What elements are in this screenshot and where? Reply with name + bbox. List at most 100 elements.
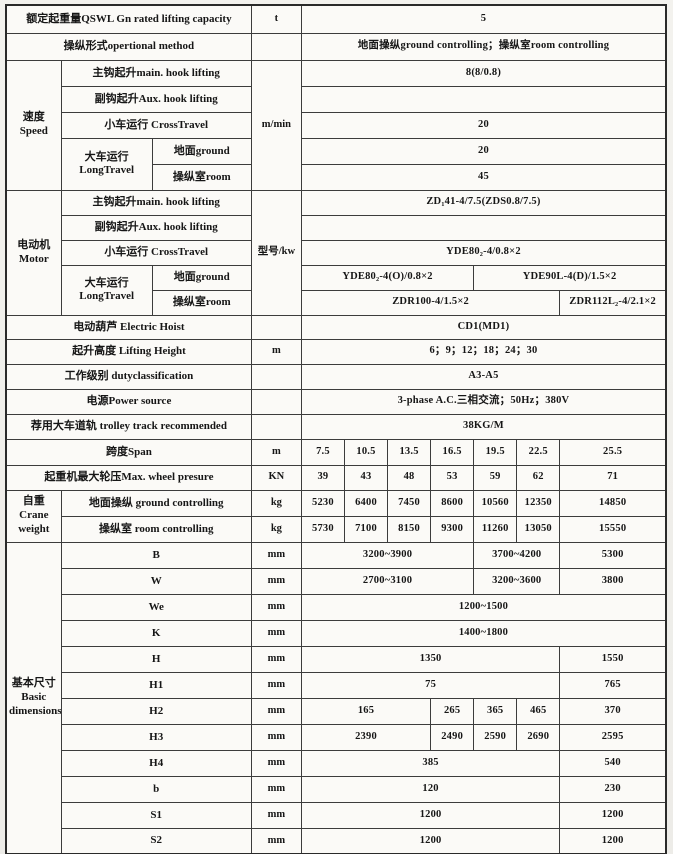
value-cell: 14850 bbox=[559, 489, 667, 517]
row-label-cell: 操纵室 room controlling bbox=[60, 515, 252, 543]
value-cell: 19.5 bbox=[473, 438, 518, 466]
row-label-cell: S1 bbox=[60, 801, 252, 829]
row-label-cell: 额定起重量QSWL Gn rated lifting capacity bbox=[5, 4, 252, 34]
value-cell: 120 bbox=[300, 775, 561, 803]
table-row: b mm 120 230 bbox=[6, 775, 667, 803]
spec-table-body: 额定起重量QSWL Gn rated lifting capacity t 5 操纵形… bbox=[5, 4, 667, 854]
unit-cell: mm bbox=[250, 645, 302, 673]
table-row: 小车运行 CrossTravel YDE80₂-4/0.8×2 bbox=[6, 239, 667, 266]
value-cell: 11260 bbox=[473, 515, 518, 543]
value-cell: 2590 bbox=[473, 723, 518, 751]
value-cell: 53 bbox=[430, 464, 475, 491]
value-cell: 7.5 bbox=[300, 438, 345, 466]
value-cell: 5730 bbox=[300, 515, 345, 543]
group-label-cell: 基本尺寸 Basic dimensions bbox=[5, 541, 62, 854]
table-row: 副钩起升Aux. hook lifting bbox=[6, 85, 667, 113]
row-label-cell: 副钩起升Aux. hook lifting bbox=[60, 85, 252, 113]
row-label-cell: B bbox=[60, 541, 252, 569]
value-cell: ZD₁41-4/7.5(ZDS0.8/7.5) bbox=[300, 189, 667, 216]
value-cell: 540 bbox=[559, 749, 667, 777]
value-cell: 62 bbox=[516, 464, 561, 491]
value-cell: 6；9；12；18；24；30 bbox=[300, 338, 667, 365]
table-row: 小车运行 CrossTravel 20 bbox=[6, 111, 667, 139]
value-cell: 3200~3900 bbox=[300, 541, 475, 569]
value-cell: 1350 bbox=[300, 645, 561, 673]
unit-cell: mm bbox=[250, 723, 302, 751]
table-row: 速度 Speed 主钩起升main. hook lifting m/min 8(8/0… bbox=[5, 59, 667, 191]
table-row: S2 mm 1200 1200 bbox=[6, 827, 667, 854]
value-cell: 8(8/0.8) bbox=[300, 59, 667, 87]
unit-cell bbox=[250, 363, 302, 390]
value-cell: 370 bbox=[559, 697, 667, 725]
row-label-cell: 小车运行 CrossTravel bbox=[60, 239, 252, 266]
value-cell: 465 bbox=[516, 697, 561, 725]
row-label-cell: 地面ground bbox=[151, 264, 252, 291]
value-cell: 7450 bbox=[387, 489, 432, 517]
unit-cell: mm bbox=[250, 541, 302, 569]
value-cell: 2700~3100 bbox=[300, 567, 475, 595]
table-row: 操纵室 room controlling kg 5730 7100 8150 9300 11… bbox=[6, 515, 667, 543]
table-row: 荐用大车道轨 trolley track recommended 38KG/M bbox=[5, 413, 667, 440]
unit-cell: mm bbox=[250, 827, 302, 854]
value-cell: 765 bbox=[559, 671, 667, 699]
value-cell: 22.5 bbox=[516, 438, 561, 466]
row-label-cell: 工作级别 dutyclassification bbox=[5, 363, 252, 390]
value-cell: YDE80₂-4(O)/0.8×2 bbox=[300, 264, 475, 291]
value-cell: 8600 bbox=[430, 489, 475, 517]
value-cell: 20 bbox=[300, 111, 667, 139]
table-row: We mm 1200~1500 bbox=[6, 593, 667, 621]
value-cell: 2390 bbox=[300, 723, 432, 751]
value-cell: 2490 bbox=[430, 723, 475, 751]
unit-cell: mm bbox=[250, 671, 302, 699]
unit-cell: mm bbox=[250, 775, 302, 803]
unit-cell: KN bbox=[250, 464, 302, 491]
value-cell: 230 bbox=[559, 775, 667, 803]
row-label-cell: 大车运行 LongTravel bbox=[60, 137, 153, 191]
table-row: 起升高度 Lifting Height m 6；9；12；18；24；30 bbox=[5, 338, 667, 365]
value-cell: 38KG/M bbox=[300, 413, 667, 440]
row-label-cell: H2 bbox=[60, 697, 252, 725]
value-cell: 1200 bbox=[559, 801, 667, 829]
value-cell: 1200 bbox=[559, 827, 667, 854]
value-cell: 2690 bbox=[516, 723, 561, 751]
value-cell: 2595 bbox=[559, 723, 667, 751]
value-cell: 165 bbox=[300, 697, 432, 725]
value-cell: 9300 bbox=[430, 515, 475, 543]
table-row: 操纵形式opertional method 地面操纵ground controll… bbox=[5, 32, 667, 61]
unit-cell: kg bbox=[250, 515, 302, 543]
table-row: 电源Power source 3-phase A.C.三相交流；50Hz；380V bbox=[5, 388, 667, 415]
table-row: 大车运行 LongTravel 地面ground YDE80₂-4(O)/0.8×2… bbox=[6, 264, 667, 316]
value-cell: YDE80₂-4/0.8×2 bbox=[300, 239, 667, 266]
table-row: S1 mm 1200 1200 bbox=[6, 801, 667, 829]
value-cell: 71 bbox=[559, 464, 667, 491]
value-cell: 5300 bbox=[559, 541, 667, 569]
value-cell: 12350 bbox=[516, 489, 561, 517]
value-cell: 8150 bbox=[387, 515, 432, 543]
row-label-cell: 操纵室room bbox=[151, 289, 252, 316]
row-label-cell: 大车运行 LongTravel bbox=[60, 264, 153, 316]
table-row: 电动机 Motor 主钩起升main. hook lifting 型号/kw ZD₁4… bbox=[5, 189, 667, 316]
value-cell: 16.5 bbox=[430, 438, 475, 466]
row-label-cell: 小车运行 CrossTravel bbox=[60, 111, 252, 139]
value-cell: 365 bbox=[473, 697, 518, 725]
table-row: H3 mm 2390 2490 2590 2690 2595 bbox=[6, 723, 667, 751]
table-row: 电动葫芦 Electric Hoist CD1(MD1) bbox=[5, 314, 667, 340]
value-cell: 43 bbox=[343, 464, 389, 491]
row-label-cell: 地面操纵 ground controlling bbox=[60, 489, 252, 517]
row-label-cell: 操纵形式opertional method bbox=[5, 32, 252, 61]
value-cell: 3200~3600 bbox=[473, 567, 561, 595]
row-label-cell: 地面ground bbox=[151, 137, 252, 165]
table-row: 工作级别 dutyclassification A3-A5 bbox=[5, 363, 667, 390]
table-row: 额定起重量QSWL Gn rated lifting capacity t 5 bbox=[5, 4, 667, 34]
row-label-cell: H4 bbox=[60, 749, 252, 777]
unit-cell: mm bbox=[250, 619, 302, 647]
group-label-cell: 自重 Crane weight bbox=[5, 489, 62, 543]
value-cell: 5230 bbox=[300, 489, 345, 517]
row-label-cell: 起升高度 Lifting Height bbox=[5, 338, 252, 365]
value-cell: 1200 bbox=[300, 827, 561, 854]
group-label-cell: 速度 Speed bbox=[5, 59, 62, 191]
value-cell: 1200~1500 bbox=[300, 593, 667, 621]
unit-cell bbox=[250, 388, 302, 415]
